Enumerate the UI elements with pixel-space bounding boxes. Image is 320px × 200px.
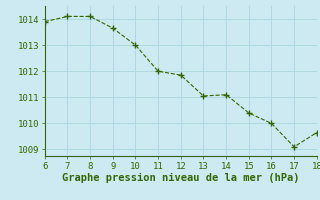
X-axis label: Graphe pression niveau de la mer (hPa): Graphe pression niveau de la mer (hPa) bbox=[62, 173, 300, 183]
